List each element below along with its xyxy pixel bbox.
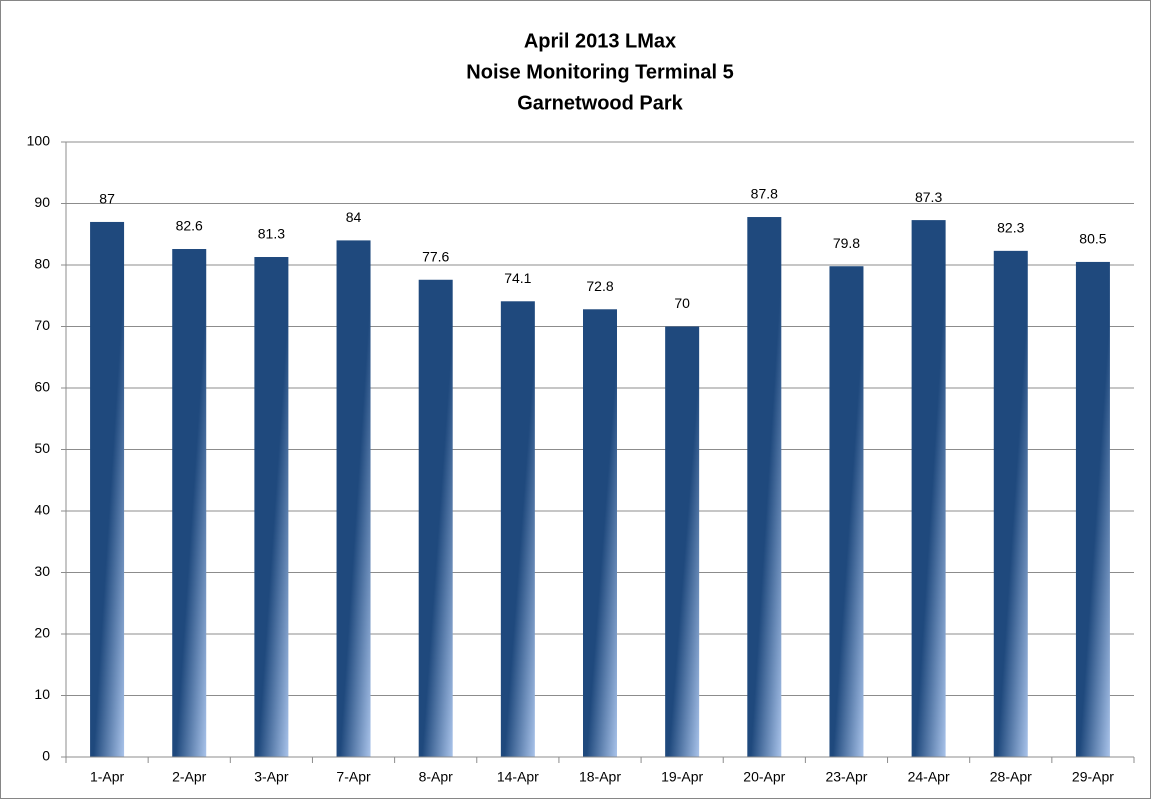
data-label: 77.6 — [422, 248, 449, 264]
bar — [172, 249, 207, 757]
data-label: 87.3 — [915, 189, 942, 205]
data-label: 70 — [674, 295, 690, 311]
x-tick-label: 24-Apr — [908, 769, 950, 785]
data-label: 79.8 — [833, 235, 860, 251]
bar — [829, 266, 864, 757]
y-tick-label: 60 — [34, 379, 50, 395]
bar — [500, 301, 535, 757]
y-tick-label: 10 — [34, 686, 50, 702]
x-tick-label: 1-Apr — [90, 769, 125, 785]
data-label: 82.6 — [176, 218, 203, 234]
chart-title: Garnetwood Park — [517, 92, 683, 114]
bar — [665, 326, 700, 757]
x-tick-label: 14-Apr — [497, 769, 539, 785]
bar — [418, 279, 453, 757]
x-tick-label: 23-Apr — [825, 769, 867, 785]
bar — [747, 217, 782, 757]
data-label: 74.1 — [504, 270, 531, 286]
y-tick-label: 90 — [34, 194, 50, 210]
bar — [993, 250, 1028, 758]
chart-title: Noise Monitoring Terminal 5 — [466, 61, 733, 83]
x-tick-label: 2-Apr — [172, 769, 207, 785]
data-label: 84 — [346, 209, 362, 225]
bar — [1075, 261, 1110, 757]
x-tick-label: 7-Apr — [336, 769, 371, 785]
bar — [336, 240, 371, 757]
x-tick-label: 8-Apr — [419, 769, 454, 785]
y-tick-label: 70 — [34, 317, 50, 333]
x-tick-label: 3-Apr — [254, 769, 289, 785]
y-tick-label: 0 — [42, 748, 50, 764]
y-tick-label: 40 — [34, 502, 50, 518]
data-label: 82.3 — [997, 220, 1024, 236]
bar — [911, 220, 946, 758]
y-tick-label: 50 — [34, 440, 50, 456]
data-label: 87.8 — [751, 186, 778, 202]
bar — [90, 221, 125, 757]
y-tick-label: 80 — [34, 256, 50, 272]
data-label: 87 — [99, 191, 115, 207]
data-label: 80.5 — [1079, 231, 1106, 247]
data-label: 72.8 — [586, 278, 613, 294]
chart-title: April 2013 LMax — [524, 30, 676, 52]
data-label: 81.3 — [258, 226, 285, 242]
y-tick-label: 100 — [27, 133, 51, 149]
x-tick-label: 20-Apr — [743, 769, 785, 785]
x-tick-label: 29-Apr — [1072, 769, 1114, 785]
x-tick-label: 18-Apr — [579, 769, 621, 785]
bar — [583, 309, 617, 757]
y-tick-label: 30 — [34, 563, 50, 579]
y-tick-label: 20 — [34, 625, 50, 641]
x-tick-label: 19-Apr — [661, 769, 703, 785]
bar — [254, 257, 289, 757]
x-tick-label: 28-Apr — [990, 769, 1032, 785]
